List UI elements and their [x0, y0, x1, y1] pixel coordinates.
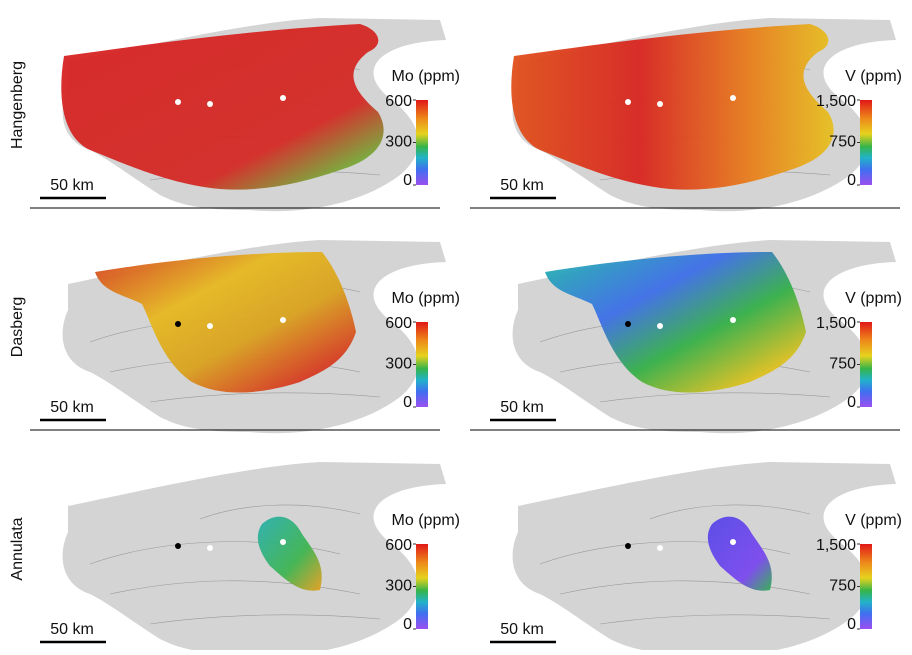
map-panel: 50 km Mo (ppm) 0 300 600 — [40, 462, 460, 650]
concentration-field — [511, 24, 833, 190]
site-marker — [625, 543, 631, 549]
site-marker — [625, 99, 631, 105]
map-panel: 50 km V (ppm) 0 750 1,500 — [470, 18, 902, 211]
colorbar — [416, 544, 428, 629]
colorbar-tick-label: 0 — [403, 616, 412, 633]
site-marker — [657, 101, 663, 107]
scale-bar-label: 50 km — [500, 177, 544, 194]
site-marker — [207, 323, 213, 329]
colorbar-tick-label: 1,500 — [816, 315, 856, 332]
colorbar-title: Mo (ppm) — [392, 290, 460, 307]
map-panel: 50 km V (ppm) 0 750 1,500 — [470, 240, 902, 433]
colorbar-tick-label: 300 — [385, 578, 412, 595]
colorbar — [416, 322, 428, 407]
map-panel: 50 km Mo (ppm) 0 300 600 — [30, 18, 460, 211]
colorbar-tick-label: 600 — [385, 315, 412, 332]
scale-bar-label: 50 km — [50, 399, 94, 416]
colorbar-tick-label: 600 — [385, 537, 412, 554]
landmass — [513, 462, 896, 650]
site-marker — [175, 543, 181, 549]
colorbar — [860, 322, 872, 407]
site-marker — [280, 95, 286, 101]
colorbar-tick-label: 300 — [385, 134, 412, 151]
colorbar-tick-label: 750 — [829, 578, 856, 595]
colorbar-title: Mo (ppm) — [392, 512, 460, 529]
colorbar-title: V (ppm) — [845, 290, 902, 307]
row-label: Dasberg — [9, 297, 26, 357]
site-marker — [730, 95, 736, 101]
scale-bar-label: 50 km — [500, 621, 544, 638]
site-marker — [280, 317, 286, 323]
site-marker — [657, 323, 663, 329]
row-label: Hangenberg — [9, 61, 26, 149]
colorbar — [860, 544, 872, 629]
colorbar-tick-label: 0 — [847, 616, 856, 633]
landmass — [63, 462, 446, 650]
site-marker — [175, 321, 181, 327]
colorbar-tick-label: 0 — [403, 394, 412, 411]
colorbar-tick-label: 0 — [403, 172, 412, 189]
colorbar-tick-label: 300 — [385, 356, 412, 373]
map-panel: 50 km Mo (ppm) 0 300 600 — [30, 240, 460, 433]
colorbar — [860, 100, 872, 185]
colorbar-tick-label: 750 — [829, 134, 856, 151]
colorbar — [416, 100, 428, 185]
scale-bar-label: 50 km — [500, 399, 544, 416]
colorbar-title: Mo (ppm) — [392, 68, 460, 85]
scale-bar-label: 50 km — [50, 621, 94, 638]
colorbar-title: V (ppm) — [845, 68, 902, 85]
colorbar-tick-label: 600 — [385, 93, 412, 110]
colorbar-tick-label: 0 — [847, 394, 856, 411]
site-marker — [730, 317, 736, 323]
site-marker — [657, 545, 663, 551]
colorbar-tick-label: 1,500 — [816, 537, 856, 554]
site-marker — [175, 99, 181, 105]
site-marker — [280, 539, 286, 545]
colorbar-tick-label: 750 — [829, 356, 856, 373]
figure: Hangenberg 50 km Mo (ppm) 0 300 600 50 km V (pp… — [0, 0, 912, 650]
colorbar-tick-label: 0 — [847, 172, 856, 189]
site-marker — [207, 545, 213, 551]
colorbar-title: V (ppm) — [845, 512, 902, 529]
row-label: Annulata — [9, 517, 26, 580]
site-marker — [730, 539, 736, 545]
scale-bar-label: 50 km — [50, 177, 94, 194]
site-marker — [625, 321, 631, 327]
concentration-field — [61, 24, 383, 190]
site-marker — [207, 101, 213, 107]
map-panel: 50 km V (ppm) 0 750 1,500 — [490, 462, 902, 650]
colorbar-tick-label: 1,500 — [816, 93, 856, 110]
